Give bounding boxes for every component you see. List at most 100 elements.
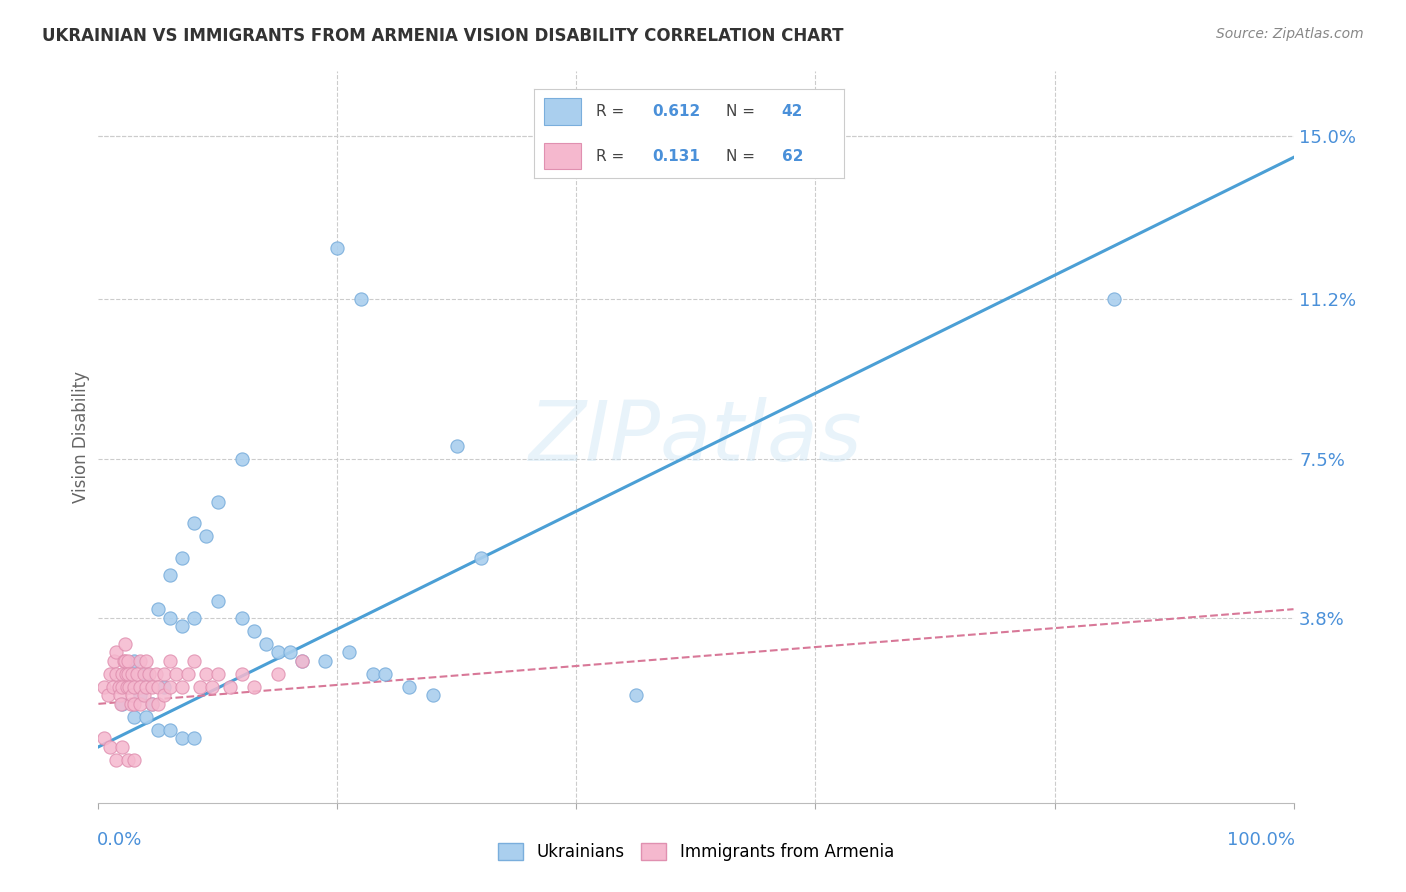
Point: [159, 723, 181, 737]
Point: [103, 654, 125, 668]
Point: [183, 611, 205, 625]
Point: [135, 654, 157, 668]
Point: [138, 666, 160, 681]
Point: [108, 688, 131, 702]
Point: [148, 602, 170, 616]
Point: [398, 680, 420, 694]
Point: [470, 550, 492, 565]
Point: [626, 688, 648, 702]
Point: [93, 680, 115, 694]
Point: [129, 688, 152, 702]
Text: ZIPatlas: ZIPatlas: [529, 397, 863, 477]
Text: UKRAINIAN VS IMMIGRANTS FROM ARMENIA VISION DISABILITY CORRELATION CHART: UKRAINIAN VS IMMIGRANTS FROM ARMENIA VIS…: [42, 27, 844, 45]
Point: [135, 680, 157, 694]
Point: [120, 697, 142, 711]
Point: [145, 666, 167, 681]
Point: [231, 611, 253, 625]
Point: [278, 645, 301, 659]
Point: [159, 680, 181, 694]
Point: [141, 697, 163, 711]
Point: [422, 688, 444, 702]
Point: [129, 654, 152, 668]
Point: [177, 666, 200, 681]
Point: [114, 637, 136, 651]
Point: [195, 529, 218, 543]
Point: [117, 680, 139, 694]
Point: [172, 550, 194, 565]
Point: [159, 567, 181, 582]
Text: 100.0%: 100.0%: [1226, 830, 1295, 848]
Point: [115, 666, 138, 681]
Point: [110, 697, 132, 711]
Point: [129, 697, 152, 711]
Point: [446, 439, 468, 453]
Point: [117, 654, 139, 668]
Text: R =: R =: [596, 149, 624, 163]
Point: [291, 654, 314, 668]
Point: [97, 688, 120, 702]
Point: [165, 666, 187, 681]
Text: 42: 42: [782, 104, 803, 119]
Y-axis label: Vision Disability: Vision Disability: [72, 371, 90, 503]
Point: [1104, 293, 1126, 307]
Point: [125, 666, 148, 681]
Point: [132, 666, 155, 681]
Point: [363, 666, 385, 681]
Point: [350, 293, 373, 307]
Point: [315, 654, 337, 668]
Point: [374, 666, 396, 681]
Point: [326, 241, 349, 255]
Text: R =: R =: [596, 104, 624, 119]
Text: N =: N =: [725, 104, 755, 119]
Point: [112, 654, 135, 668]
Text: Source: ZipAtlas.com: Source: ZipAtlas.com: [1216, 27, 1364, 41]
Point: [135, 666, 157, 681]
Point: [291, 654, 314, 668]
Point: [207, 494, 229, 508]
Point: [132, 688, 155, 702]
Point: [243, 680, 266, 694]
Point: [111, 739, 134, 754]
Point: [339, 645, 361, 659]
Point: [124, 753, 146, 767]
Point: [129, 680, 152, 694]
Point: [105, 666, 128, 681]
Point: [254, 637, 277, 651]
Point: [219, 680, 242, 694]
Point: [105, 645, 128, 659]
Point: [93, 731, 115, 746]
Point: [231, 666, 253, 681]
Text: 0.131: 0.131: [652, 149, 700, 163]
Point: [207, 593, 229, 607]
Point: [111, 680, 134, 694]
Point: [141, 697, 163, 711]
Point: [243, 624, 266, 638]
Point: [107, 680, 129, 694]
Point: [124, 710, 146, 724]
Point: [207, 666, 229, 681]
Text: 62: 62: [782, 149, 803, 163]
Point: [135, 710, 157, 724]
Point: [124, 654, 146, 668]
Point: [121, 666, 143, 681]
Point: [118, 680, 141, 694]
Point: [117, 753, 139, 767]
Point: [117, 666, 139, 681]
Point: [101, 680, 124, 694]
Legend: Ukrainians, Immigrants from Armenia: Ukrainians, Immigrants from Armenia: [492, 836, 900, 868]
Point: [267, 666, 290, 681]
Point: [201, 680, 224, 694]
Point: [115, 680, 138, 694]
Point: [159, 611, 181, 625]
Point: [111, 697, 134, 711]
Point: [98, 666, 122, 681]
Text: 0.612: 0.612: [652, 104, 700, 119]
Point: [111, 666, 134, 681]
Text: 0.0%: 0.0%: [97, 830, 142, 848]
Point: [121, 688, 143, 702]
Point: [148, 697, 170, 711]
Point: [195, 666, 218, 681]
Point: [172, 731, 194, 746]
Point: [153, 666, 176, 681]
Point: [148, 680, 170, 694]
